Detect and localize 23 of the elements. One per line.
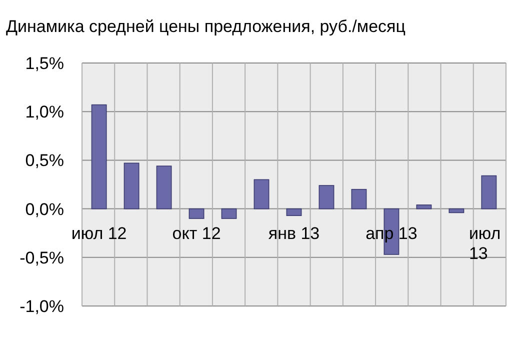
bar <box>91 104 107 210</box>
y-tick-label: 1,0% <box>25 102 64 122</box>
chart-title: Динамика средней цены предложения, руб./месяц <box>6 17 406 36</box>
y-tick-label: 0,0% <box>25 200 64 219</box>
bar <box>416 204 432 210</box>
x-tick-label: июл 12 <box>71 224 127 243</box>
y-tick-label: 1,5% <box>25 54 64 73</box>
x-tick-label: июл 13 <box>468 224 501 263</box>
bar <box>221 208 237 219</box>
bar <box>124 162 140 210</box>
y-tick-label: -1,0% <box>20 296 64 316</box>
bar <box>448 208 464 214</box>
bar <box>156 166 172 210</box>
x-tick-label: окт 12 <box>172 224 221 243</box>
bar <box>351 188 367 210</box>
bar <box>188 208 204 219</box>
bar <box>318 185 334 210</box>
y-tick-label: -0,5% <box>20 248 64 268</box>
y-tick-label: 0,5% <box>25 151 64 170</box>
x-tick-label: янв 13 <box>268 224 320 243</box>
bar <box>286 208 302 216</box>
bar <box>481 175 497 210</box>
bar <box>254 179 270 210</box>
